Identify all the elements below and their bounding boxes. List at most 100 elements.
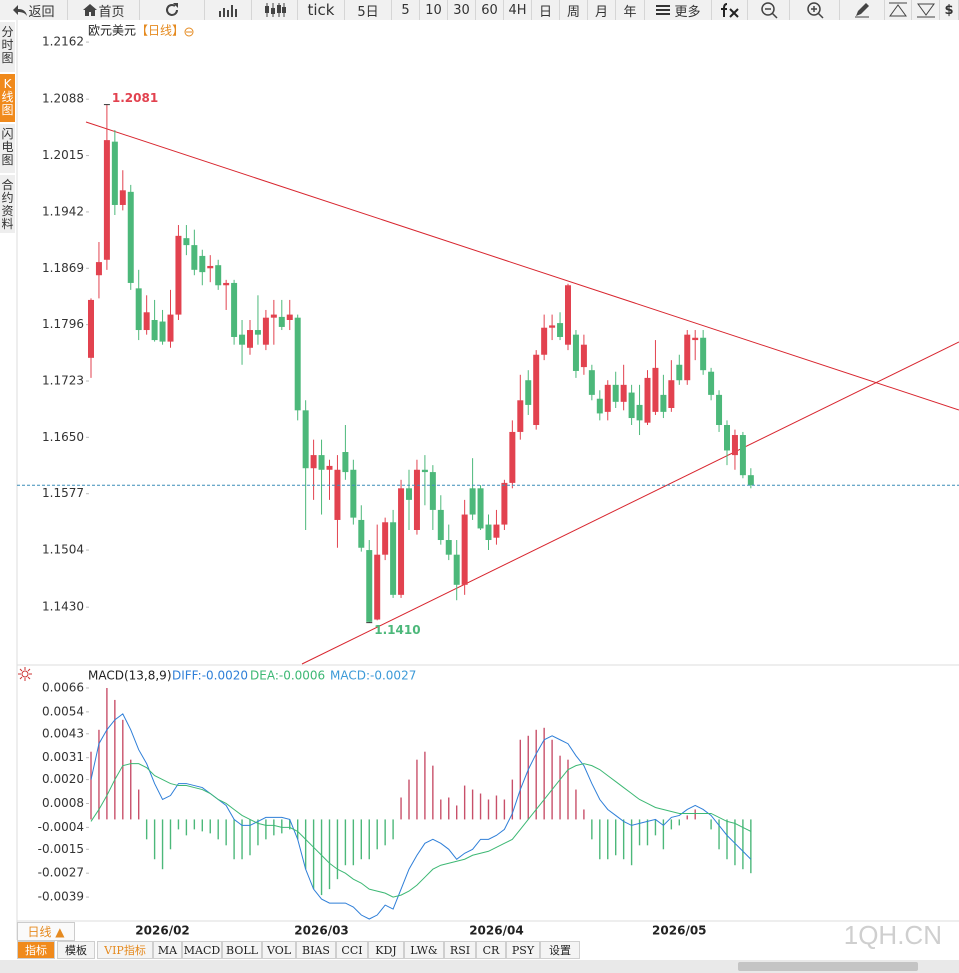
indicator-tab[interactable]: MA bbox=[153, 941, 182, 959]
bar-chart-button[interactable] bbox=[205, 0, 252, 20]
candle-body bbox=[580, 344, 587, 368]
indicator-tab[interactable]: CR bbox=[476, 941, 506, 959]
scroll-down-button[interactable] bbox=[912, 0, 940, 20]
currency-button[interactable]: $ bbox=[940, 0, 959, 20]
indicator-tab[interactable]: VOL bbox=[262, 941, 296, 959]
candle-body bbox=[469, 488, 476, 515]
sidebar-tab[interactable]: 闪电图 bbox=[0, 124, 15, 173]
more-button[interactable]: 更多 bbox=[645, 0, 712, 20]
candle-body bbox=[724, 424, 730, 451]
candle-body bbox=[477, 488, 484, 529]
candle-body bbox=[421, 469, 428, 473]
formula-button[interactable] bbox=[712, 0, 748, 20]
formula-icon bbox=[720, 3, 739, 18]
period-button[interactable]: 日 bbox=[532, 0, 560, 20]
period-button[interactable]: 4H bbox=[504, 0, 532, 20]
low-label: 1.1410 bbox=[374, 623, 420, 637]
sidebar-tab[interactable]: 合约资料 bbox=[0, 175, 15, 233]
candle-body bbox=[509, 431, 516, 483]
bar-chart-icon bbox=[219, 5, 237, 17]
period-button[interactable]: 年 bbox=[616, 0, 645, 20]
candle-body bbox=[111, 141, 118, 205]
period-button[interactable]: 5日 bbox=[345, 0, 392, 20]
legend-entry: DEA:-0.0006 bbox=[250, 669, 325, 683]
home-button[interactable]: 首页 bbox=[68, 0, 140, 20]
period-button[interactable]: 周 bbox=[560, 0, 588, 20]
refresh-button[interactable] bbox=[140, 0, 205, 20]
zoom-in-button[interactable] bbox=[790, 0, 840, 20]
candle-body bbox=[302, 410, 309, 469]
y-tick-label: -0.0004 bbox=[38, 820, 84, 834]
scrollbar-track bbox=[0, 960, 959, 973]
y-tick-label: 0.0031 bbox=[42, 750, 84, 764]
indicator-tab[interactable]: KDJ bbox=[368, 941, 404, 959]
candle-body bbox=[541, 327, 548, 355]
watermark: 1QH.CN bbox=[844, 920, 942, 950]
candle-body bbox=[374, 554, 381, 620]
y-tick-label: 1.1723 bbox=[42, 373, 84, 387]
candle-body bbox=[326, 465, 333, 470]
indicator-tab[interactable]: 设置 bbox=[540, 941, 580, 959]
settings-icon[interactable] bbox=[184, 27, 194, 37]
candle-body bbox=[159, 321, 166, 342]
sidebar-tab[interactable]: 分时图 bbox=[0, 22, 15, 72]
indicator-tab[interactable]: VIP指标 bbox=[97, 941, 153, 959]
y-tick-label: 1.1869 bbox=[42, 261, 84, 275]
sidebar-tab[interactable]: K线图 bbox=[0, 74, 15, 122]
candle-body bbox=[652, 367, 659, 412]
period-button[interactable]: 月 bbox=[588, 0, 616, 20]
candle-body bbox=[334, 469, 341, 520]
candle-body bbox=[636, 404, 643, 421]
y-tick-label: 0.0008 bbox=[42, 796, 84, 810]
scrollbar-thumb[interactable] bbox=[738, 962, 918, 971]
indicator-tab[interactable]: LW& bbox=[404, 941, 444, 959]
macd-icon bbox=[18, 667, 32, 681]
indicator-tab[interactable]: RSI bbox=[444, 941, 476, 959]
candle-body bbox=[350, 469, 357, 518]
back-label: 返回 bbox=[28, 4, 55, 20]
draw-button[interactable] bbox=[840, 0, 885, 20]
period-button[interactable]: 5 bbox=[392, 0, 420, 20]
candle-body bbox=[358, 519, 365, 548]
candle-chart-button[interactable] bbox=[252, 0, 298, 20]
triangle-up-icon bbox=[889, 2, 907, 17]
more-label: 更多 bbox=[674, 4, 701, 20]
candle-body bbox=[572, 334, 579, 371]
candle-body bbox=[461, 514, 468, 585]
candle-body bbox=[390, 522, 397, 595]
candle-body bbox=[223, 282, 230, 286]
period-button[interactable]: tick bbox=[298, 0, 345, 20]
scroll-up-button[interactable] bbox=[885, 0, 912, 20]
symbol-name: 欧元美元 bbox=[88, 24, 136, 38]
macd-icon[interactable] bbox=[18, 667, 32, 681]
period-tab[interactable]: 日线 ▲ bbox=[17, 922, 75, 941]
x-tick-label: 2026/04 bbox=[469, 924, 523, 938]
indicator-tab[interactable]: BIAS bbox=[296, 941, 336, 959]
candle-body bbox=[588, 370, 595, 395]
period-button[interactable]: 10 bbox=[420, 0, 448, 20]
candle-body bbox=[215, 265, 222, 286]
candle-body bbox=[119, 190, 126, 205]
indicator-tab[interactable]: 指标 bbox=[17, 941, 55, 959]
period-button[interactable]: 30 bbox=[448, 0, 476, 20]
macd-icon bbox=[21, 670, 29, 678]
y-tick-label: 0.0066 bbox=[42, 680, 84, 694]
candle-body bbox=[239, 334, 246, 345]
indicator-tab[interactable]: CCI bbox=[336, 941, 368, 959]
indicator-tab[interactable]: 模板 bbox=[57, 941, 95, 959]
y-tick-label: -0.0015 bbox=[38, 842, 84, 856]
indicator-tab[interactable]: MACD bbox=[182, 941, 222, 959]
period-button[interactable]: 60 bbox=[476, 0, 504, 20]
candle-body bbox=[127, 191, 134, 283]
macd-title: MACD(13,8,9) bbox=[88, 669, 172, 683]
candle-body bbox=[247, 330, 253, 348]
back-button[interactable]: 返回 bbox=[0, 0, 68, 20]
candle-body bbox=[342, 452, 349, 473]
indicator-tab[interactable]: BOLL bbox=[222, 941, 262, 959]
indicator-tab[interactable]: PSY bbox=[506, 941, 540, 959]
zoom-out-button[interactable] bbox=[748, 0, 790, 20]
candle-body bbox=[747, 475, 754, 486]
candle-body bbox=[731, 435, 738, 456]
macd-line bbox=[90, 713, 752, 920]
